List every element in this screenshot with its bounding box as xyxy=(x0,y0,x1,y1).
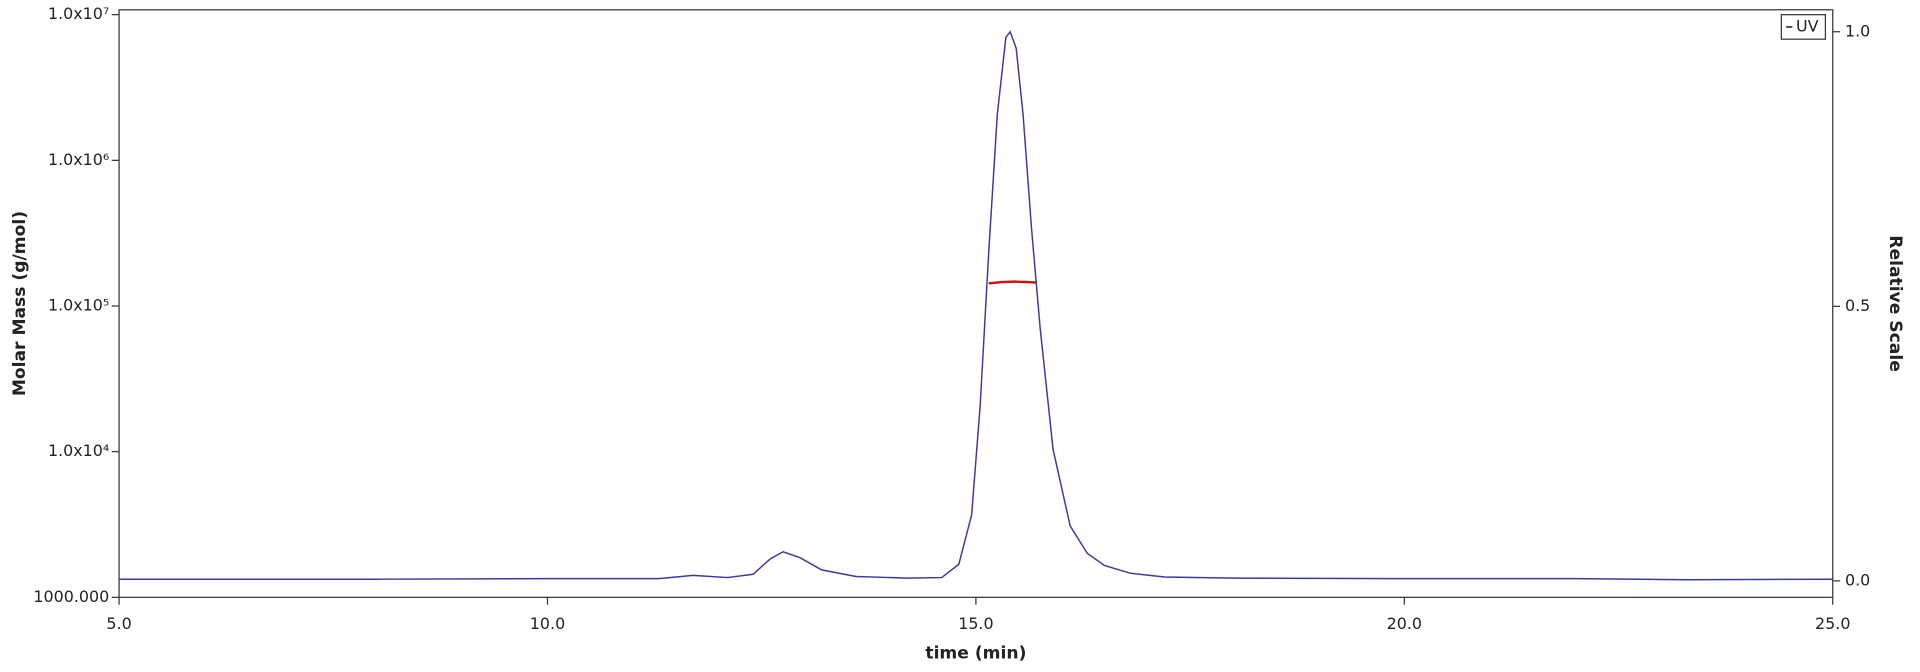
y2-tick-label: 0.5 xyxy=(1845,296,1870,315)
y2-axis-title: Relative Scale xyxy=(1885,235,1905,372)
series-line xyxy=(988,280,1036,285)
y2-tick-label: 0.0 xyxy=(1845,570,1870,589)
x-tick-label: 15.0 xyxy=(958,614,993,633)
x-tick-label: 10.0 xyxy=(530,614,565,633)
y-tick-label: 1.0x10⁵ xyxy=(48,295,109,314)
x-tick-label: 20.0 xyxy=(1387,614,1422,633)
legend-label: UV xyxy=(1796,16,1819,35)
x-tick-label: 25.0 xyxy=(1815,614,1850,633)
y-tick-label: 1.0x10⁷ xyxy=(48,4,109,23)
x-axis-title: time (min) xyxy=(925,644,1026,664)
y-tick-label: 1.0x10⁴ xyxy=(48,441,109,460)
series-line xyxy=(119,30,1833,581)
y-axis-title: Molar Mass (g/mol) xyxy=(10,211,30,396)
y-tick-label: 1.0x10⁶ xyxy=(48,150,109,169)
x-tick-label: 5.0 xyxy=(106,614,131,633)
y2-tick-label: 1.0 xyxy=(1845,21,1870,40)
y-tick-label: 1000.000 xyxy=(33,587,109,606)
plot-frame xyxy=(118,9,1834,598)
